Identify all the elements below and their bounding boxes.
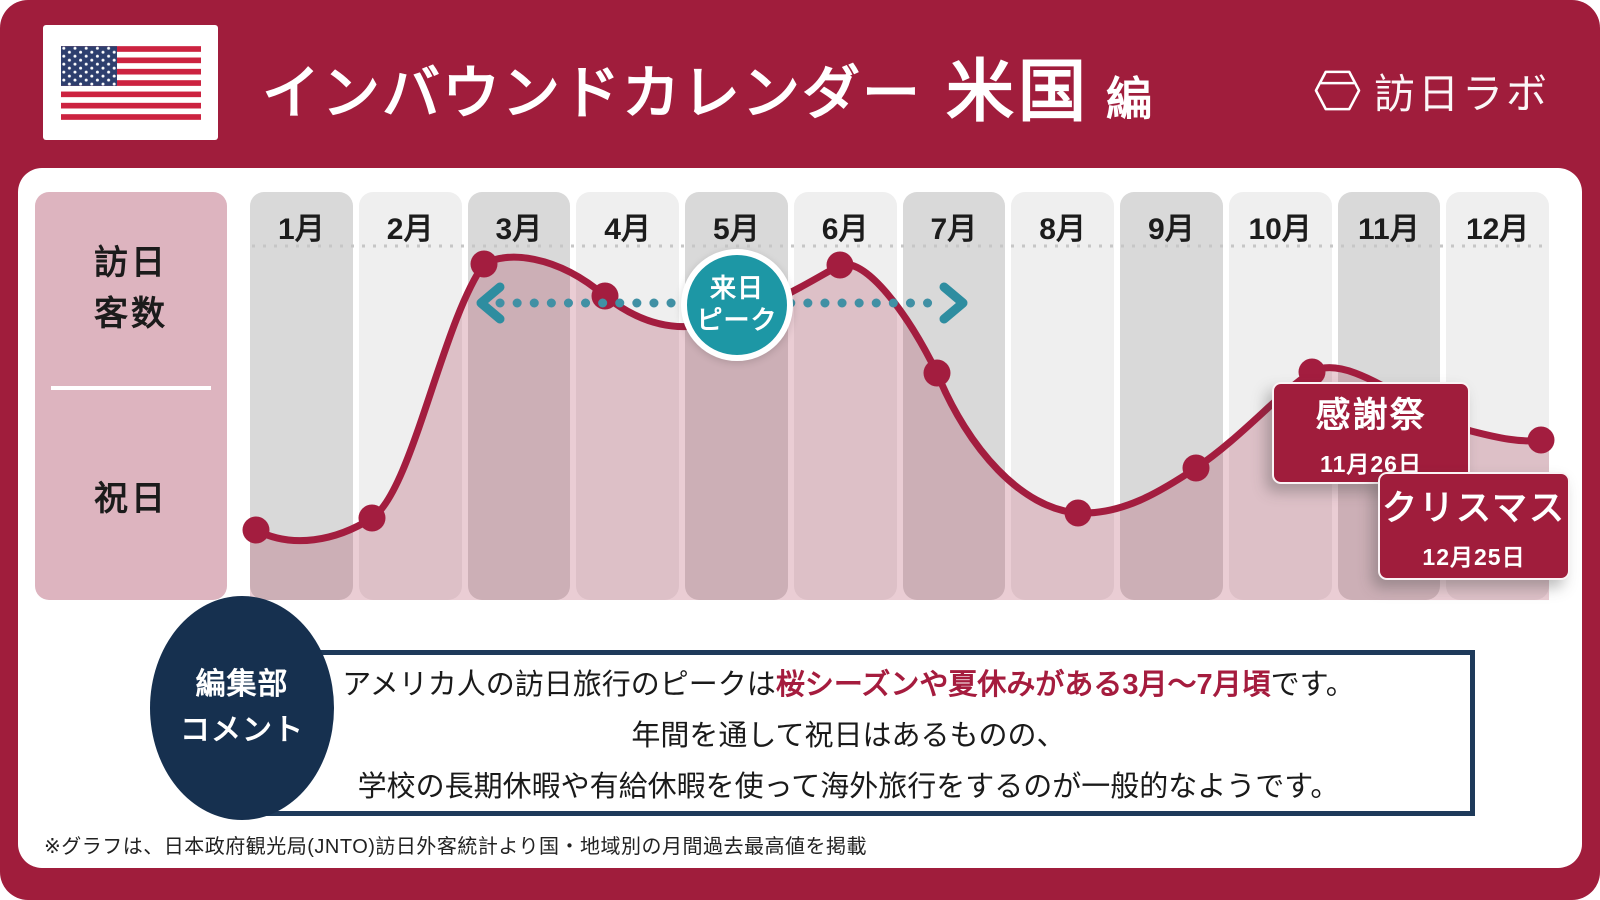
data-point bbox=[1298, 358, 1326, 386]
comment-line1-prefix: アメリカ人の訪日旅行のピークは bbox=[342, 669, 776, 701]
visitors-label-line2: 客数 bbox=[94, 295, 168, 333]
data-point bbox=[1182, 454, 1210, 482]
brand-name: 訪日ラボ bbox=[1374, 71, 1550, 117]
month-label: 7月 bbox=[930, 213, 978, 246]
data-point bbox=[242, 516, 270, 544]
content-card: 訪日 客数 祝日 1月 2月 3月 4月 5月 6月 7月 8月 9月 10月 … bbox=[18, 168, 1582, 868]
holiday-label-christmas: クリスマス 12月25日 bbox=[1378, 472, 1570, 580]
arrow-right-icon bbox=[939, 282, 968, 324]
data-point bbox=[358, 504, 386, 532]
comment-line-1: アメリカ人の訪日旅行のピークは桜シーズンや夏休みがある3月～7月頃です。 bbox=[342, 661, 1354, 703]
month-label: 10月 bbox=[1248, 213, 1312, 246]
month-label: 12月 bbox=[1465, 213, 1530, 246]
us-flag-icon bbox=[60, 45, 201, 120]
source-footnote: ※グラフは、日本政府観光局(JNTO)訪日外客統計より国・地域別の月間過去最高値… bbox=[44, 836, 868, 858]
month-column-feb: 2月 bbox=[358, 192, 462, 600]
visitor-area-fill bbox=[250, 257, 1549, 600]
month-column-apr: 4月 bbox=[576, 192, 679, 600]
holiday-name: 感謝祭 bbox=[1315, 396, 1427, 435]
month-label: 8月 bbox=[1039, 213, 1086, 246]
legend-divider bbox=[51, 386, 211, 390]
axis-legend-sidebar: 訪日 客数 祝日 bbox=[35, 192, 227, 600]
data-point-dots bbox=[242, 250, 1555, 544]
editor-comment-box: アメリカ人の訪日旅行のピークは桜シーズンや夏休みがある3月～7月頃です。 年間を… bbox=[222, 650, 1475, 816]
editor-badge-line2: コメント bbox=[180, 714, 304, 747]
data-point bbox=[826, 251, 854, 279]
holiday-date: 12月25日 bbox=[1422, 544, 1526, 570]
comment-line-2: 年間を通して祝日はあるものの、 bbox=[631, 720, 1066, 752]
country-name: 米国 bbox=[946, 54, 1091, 130]
month-label: 3月 bbox=[495, 213, 543, 246]
editor-badge: 編集部 コメント bbox=[150, 596, 334, 820]
month-column-sep: 9月 bbox=[1120, 192, 1223, 600]
data-point bbox=[1064, 499, 1092, 527]
arrow-left-icon bbox=[476, 282, 505, 324]
comment-line1-suffix: です。 bbox=[1270, 669, 1355, 701]
month-label: 5月 bbox=[713, 213, 760, 246]
month-label: 9月 bbox=[1148, 213, 1195, 246]
month-column-aug: 8月 bbox=[1011, 192, 1114, 600]
month-label: 4月 bbox=[604, 213, 651, 246]
holiday-label-thanksgiving: 感謝祭 11月26日 bbox=[1272, 382, 1470, 484]
month-label: 6月 bbox=[821, 213, 869, 246]
data-point bbox=[1527, 426, 1555, 454]
peak-badge-line2: ピーク bbox=[696, 305, 778, 335]
peak-badge-line1: 来日 bbox=[709, 273, 764, 304]
month-column-jul: 7月 bbox=[902, 192, 1006, 600]
peak-badge: 来日 ピーク bbox=[681, 249, 793, 361]
comment-line-3: 学校の長期休暇や有給休暇を使って海外旅行をするのが一般的なようです。 bbox=[357, 771, 1340, 803]
data-point bbox=[923, 359, 951, 387]
visitors-label-line1: 訪日 bbox=[94, 244, 168, 282]
country-edition-title: 米国 編 bbox=[946, 36, 1152, 135]
page-title: インバウンドカレンダー bbox=[262, 61, 923, 126]
us-flag-plate bbox=[43, 25, 218, 140]
month-label: 2月 bbox=[386, 213, 434, 246]
month-column-jun: 6月 bbox=[793, 192, 897, 600]
data-point bbox=[470, 250, 498, 278]
hexagon-pot-icon bbox=[1314, 70, 1361, 110]
editor-badge-line1: 編集部 bbox=[195, 667, 289, 701]
edition-suffix: 編 bbox=[1106, 73, 1153, 125]
holidays-axis-label: 祝日 bbox=[94, 479, 168, 518]
month-label: 11月 bbox=[1358, 213, 1420, 246]
comment-line1-highlight: 桜シーズンや夏休みがある3月～7月頃 bbox=[775, 669, 1271, 701]
month-label: 1月 bbox=[278, 213, 325, 246]
holiday-name: クリスマス bbox=[1382, 489, 1566, 528]
visitors-axis-label: 訪日 客数 bbox=[35, 192, 227, 386]
brand-logo: 訪日ラボ bbox=[1314, 60, 1550, 120]
